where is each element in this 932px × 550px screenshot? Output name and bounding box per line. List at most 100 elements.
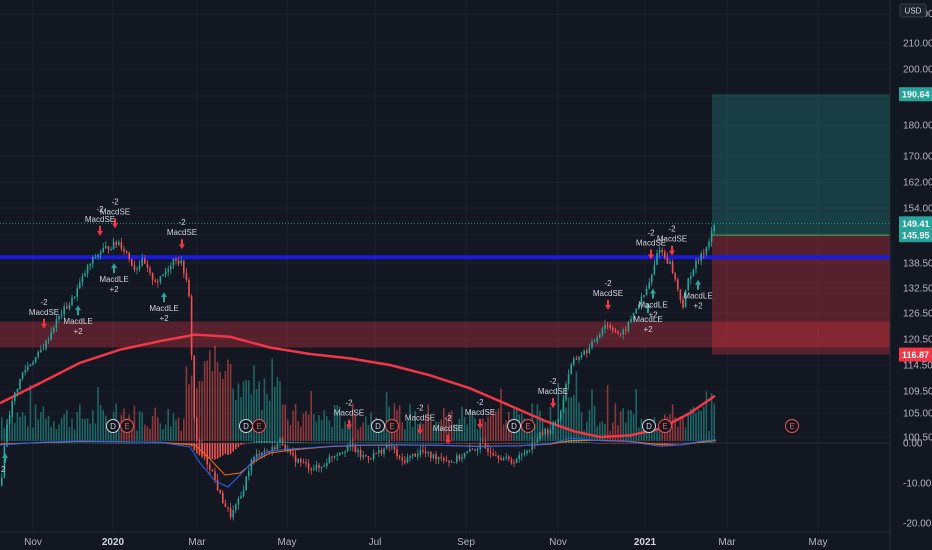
volume-bar xyxy=(341,428,344,441)
volume-bar xyxy=(229,364,232,441)
earnings-marker[interactable] xyxy=(252,419,266,433)
volume-bar xyxy=(651,426,653,441)
volume-bar xyxy=(19,417,21,441)
candle-body xyxy=(560,412,562,420)
macd-histogram-bar xyxy=(302,442,305,443)
macd-histogram-bar xyxy=(422,442,424,444)
volume-bar xyxy=(474,418,476,441)
earnings-marker[interactable] xyxy=(120,419,134,433)
macd-histogram-bar xyxy=(131,443,133,444)
volume-bar xyxy=(463,417,466,441)
candle-body xyxy=(289,449,292,453)
macd-histogram-bar xyxy=(495,443,497,444)
candle-body xyxy=(450,462,453,463)
dividend-marker[interactable] xyxy=(507,419,521,433)
volume-bar xyxy=(643,426,645,441)
long-entry-arrow xyxy=(650,288,656,299)
candle-body xyxy=(586,350,588,354)
candle-body xyxy=(435,454,437,460)
macd-histogram-bar xyxy=(461,443,463,444)
candle-body xyxy=(333,455,336,458)
volume-bar xyxy=(50,426,52,441)
macd-histogram-bar xyxy=(534,442,536,444)
macd-histogram-bar xyxy=(578,441,580,443)
volume-bar xyxy=(461,406,463,441)
time-tick-label: Nov xyxy=(549,537,567,548)
candle-body xyxy=(326,463,328,466)
macd-histogram-bar xyxy=(515,443,518,444)
time-axis[interactable]: Nov 2020 Mar May Jul Sep Nov 2021 Mar May xyxy=(0,531,890,548)
macd-histogram-bar xyxy=(222,443,224,456)
candle-body xyxy=(443,457,445,461)
candle-body xyxy=(411,453,414,456)
macd-histogram-bar xyxy=(268,441,271,443)
volume-bar xyxy=(534,424,536,441)
candle-body xyxy=(58,315,60,320)
volume-bar xyxy=(422,423,424,441)
volume-bar xyxy=(232,388,234,441)
volume-bar xyxy=(378,430,380,441)
earnings-marker[interactable] xyxy=(521,419,535,433)
signal-qty: -2 xyxy=(444,414,452,423)
macd-histogram-bar xyxy=(53,442,55,444)
signal-qty: -2 xyxy=(549,377,557,386)
macd-histogram-bar xyxy=(671,443,674,444)
volume-bar xyxy=(362,422,364,441)
volume-bar xyxy=(640,418,643,441)
macd-histogram-bar xyxy=(271,441,273,443)
macd-histogram-bar xyxy=(588,442,591,443)
volume-bar xyxy=(209,350,211,441)
volume-bar xyxy=(193,403,195,441)
signal-qty: 2 xyxy=(1,465,6,474)
earnings-marker[interactable] xyxy=(658,419,672,433)
volume-bar xyxy=(183,418,185,441)
candle-body xyxy=(510,459,513,464)
candle-body xyxy=(1,477,3,486)
candle-body xyxy=(206,456,208,465)
volume-bar xyxy=(679,416,682,441)
candle-body xyxy=(138,265,141,270)
macd-histogram-bar xyxy=(227,443,229,455)
price-tick-label: 105.00 xyxy=(903,409,932,420)
currency-badge[interactable]: USD xyxy=(899,3,927,18)
dividend-marker[interactable] xyxy=(642,419,656,433)
volume-bar xyxy=(68,427,71,441)
macd-histogram-bar xyxy=(398,442,401,444)
earnings-marker[interactable] xyxy=(785,419,799,433)
macd-histogram-bar xyxy=(456,443,458,444)
volume-bar xyxy=(245,380,247,441)
earnings-marker[interactable] xyxy=(385,419,399,433)
macd-histogram-bar xyxy=(235,443,237,450)
indicator-tick-label: -20.00 xyxy=(903,519,932,530)
candle-body xyxy=(248,471,250,477)
volume-bar xyxy=(344,421,346,441)
dividend-marker[interactable] xyxy=(371,419,385,433)
volume-bar xyxy=(203,361,206,441)
candle-body xyxy=(562,399,565,412)
candle-body xyxy=(406,457,409,463)
volume-bar xyxy=(214,345,216,441)
signal-label: MacdSE xyxy=(85,215,115,224)
volume-bar xyxy=(625,422,627,441)
signal-label: MacdLE xyxy=(99,275,128,284)
volume-bar xyxy=(141,412,143,441)
macd-histogram-bar xyxy=(606,443,609,444)
macd-histogram-bar xyxy=(146,443,149,444)
candle-body xyxy=(71,297,73,305)
dividend-marker[interactable] xyxy=(106,419,120,433)
price-axis[interactable]: 230.00210.00200.00190.00180.00170.00162.… xyxy=(889,0,932,550)
volume-bar xyxy=(211,371,214,441)
macd-histogram-bar xyxy=(703,442,705,443)
short-entry-arrow xyxy=(445,434,451,445)
macd-histogram-bar xyxy=(341,442,344,444)
macd-histogram-bar xyxy=(60,442,63,444)
candle-body xyxy=(180,260,182,264)
volume-bar xyxy=(219,372,221,441)
volume-bar xyxy=(242,381,245,441)
volume-bar xyxy=(222,379,224,441)
macd-histogram-bar xyxy=(411,442,414,444)
candle-body xyxy=(456,455,458,463)
price-tick-label: 100.50 xyxy=(903,433,932,444)
